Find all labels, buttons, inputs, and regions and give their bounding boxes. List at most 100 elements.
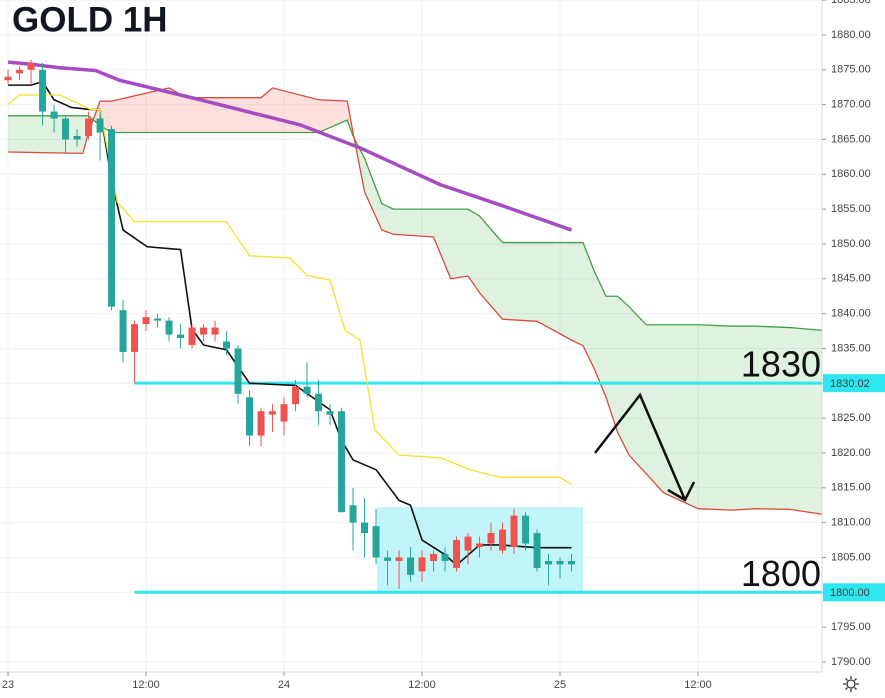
y-tick-label: 1790.00 [831,656,871,668]
candle-body [487,533,495,544]
candle-body [96,118,104,133]
candle-body [154,318,162,321]
cloud-fill [468,209,480,293]
candle-body [177,334,185,339]
cloud-fill [364,158,382,231]
y-tick-label: 1845.00 [831,273,871,285]
candle-body [326,411,334,415]
candle-body [510,515,518,548]
price-tag [823,583,885,602]
x-tick-label: 24 [278,679,290,691]
y-tick-label: 1875.00 [831,64,871,76]
indicator-line [8,80,572,566]
candle-body [269,411,277,415]
cloud-fill [646,324,664,493]
candle-body [85,118,93,136]
cloud-fill [433,209,451,279]
candle-body [556,560,564,565]
cloud-fill [629,306,647,474]
candle-body [4,76,12,81]
cloud-span-a [8,115,823,332]
candle-body [27,62,35,70]
x-tick-label: 25 [554,679,566,691]
candle-body [39,69,47,112]
cloud-fill [583,242,595,370]
y-tick-label: 1820.00 [831,447,871,459]
cloud-fill [450,209,469,279]
cloud-fill [698,324,733,511]
cloud-fill [617,296,630,456]
candle-body [211,327,219,335]
candle-body [234,348,242,394]
level-label: 1830 [741,344,821,385]
candle-body [119,310,127,352]
y-tick-label: 1855.00 [831,203,871,215]
candle-body [338,411,346,513]
candle-body [441,553,449,561]
candle-body [533,533,541,568]
candle-body [246,397,254,436]
indicator-line [7,60,573,232]
candle-body [108,129,116,307]
chart-title: GOLD 1H [12,0,168,39]
candle-body [361,522,369,534]
cloud-fill [111,87,170,133]
candle-body [142,317,150,325]
candle-body [407,557,415,575]
candle-body [73,135,81,140]
candle-body [16,69,24,74]
x-tick-label: 23 [2,679,14,691]
level-label: 1800 [741,553,821,594]
candle-body [372,526,380,558]
candle-body [499,529,507,551]
indicator-line [7,94,572,485]
y-tick-label: 1840.00 [831,308,871,320]
candle-body [430,553,438,561]
settings-icon[interactable] [843,676,859,692]
candle-body [545,560,553,565]
cloud-fill [8,115,83,154]
arrow-head [667,481,696,502]
cloud-fill [479,216,503,320]
candle-body [62,118,70,140]
cloud-fill [393,209,434,237]
x-tick-label: 12:00 [132,679,160,691]
candle-body [200,327,208,335]
candle-body [292,386,300,405]
y-tick-label: 1815.00 [831,482,871,494]
cloud-fill [537,242,572,341]
y-tick-label: 1885.00 [831,0,871,6]
candle-body [522,515,530,544]
cloud-fill [790,327,822,515]
cloud-fill [169,87,187,133]
candle-body [303,386,311,394]
candles [4,59,576,589]
candle-body [384,557,392,561]
settings-icon-rays [843,676,859,692]
y-tick-label: 1850.00 [831,238,871,250]
cloud-fill [732,326,756,511]
candle-body [50,111,58,119]
candle-body [315,393,323,412]
cloud-fill [381,203,394,235]
levels: 1830 1800 [134,344,822,594]
candle-body [453,540,461,568]
cloud-fill [594,271,607,398]
candle-body [131,324,139,352]
cloud-fill [571,242,584,346]
x-tick-label: 12:00 [408,679,436,691]
y-tick-label: 1805.00 [831,551,871,563]
candle-body [280,404,288,422]
y-tick-label: 1870.00 [831,99,871,111]
cloud-fill [318,99,348,133]
cloud-fill [755,326,791,510]
candle-body [223,341,231,349]
settings-icon-core [846,679,856,689]
candle-body [568,560,576,565]
y-tick-label: 1795.00 [831,621,871,633]
cloud-fill [261,87,273,133]
candle-body [476,543,484,548]
y-tick-label: 1835.00 [831,342,871,354]
